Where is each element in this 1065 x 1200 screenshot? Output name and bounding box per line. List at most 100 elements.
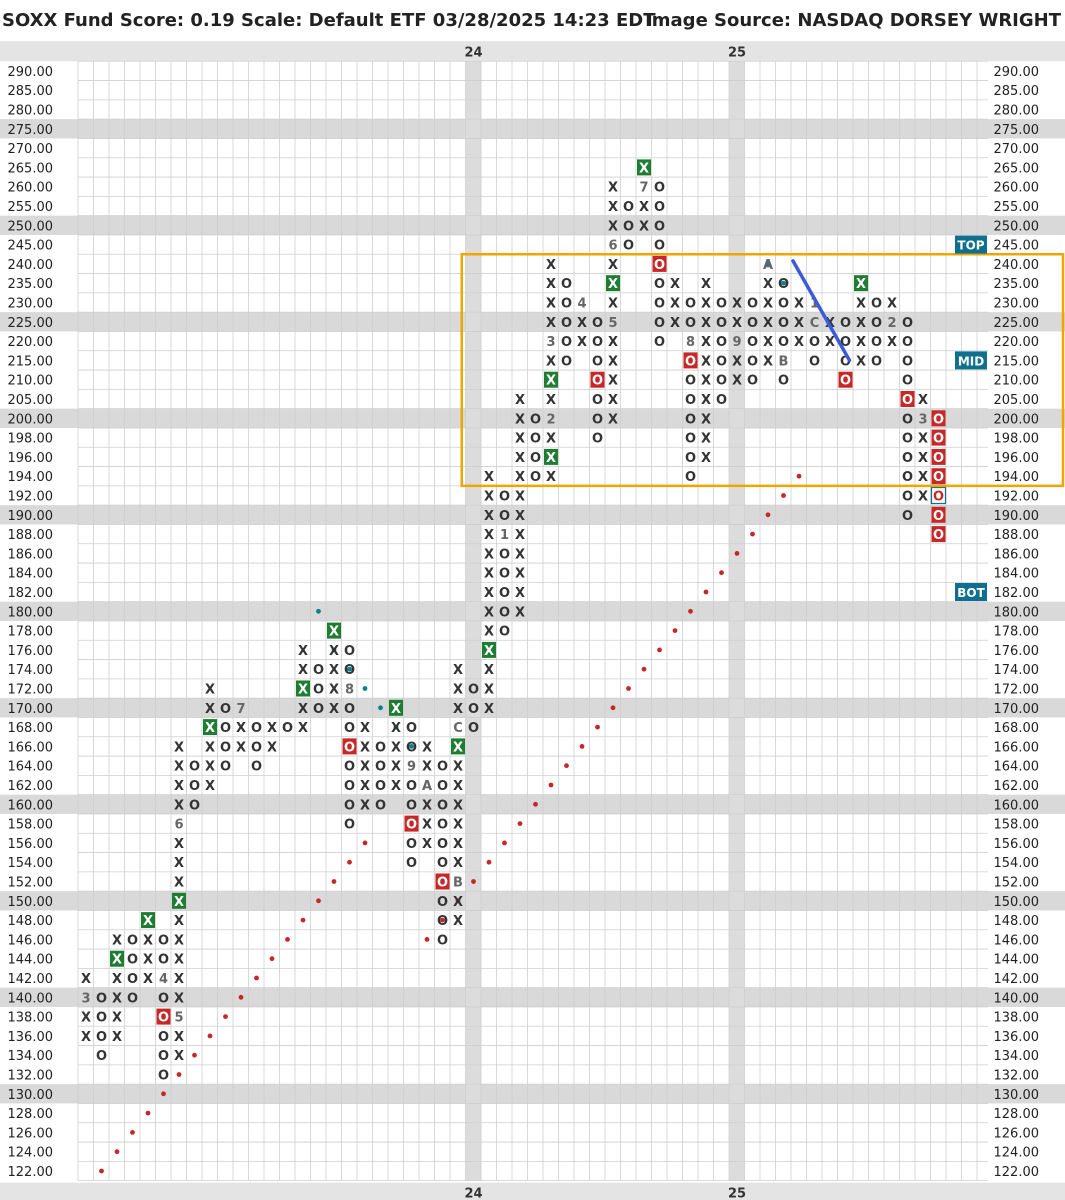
price-label-right: 194.00: [994, 470, 1040, 485]
x-mark: X: [453, 837, 463, 852]
box-marker-text: O: [933, 432, 944, 447]
price-label-right: 162.00: [994, 779, 1040, 794]
o-mark: O: [189, 760, 200, 775]
x-mark: X: [391, 740, 401, 755]
price-label-left: 245.00: [8, 239, 54, 254]
red-trend-dot: [502, 840, 507, 846]
price-label-right: 142.00: [994, 972, 1040, 987]
red-trend-dot: [781, 493, 786, 498]
o-mark: O: [437, 914, 448, 929]
price-label-left: 190.00: [8, 509, 54, 524]
x-mark: X: [608, 297, 618, 312]
x-mark: X: [174, 779, 184, 794]
x-mark: X: [81, 972, 91, 987]
x-mark: X: [453, 914, 463, 929]
o-mark: O: [468, 683, 479, 698]
o-mark: O: [902, 509, 913, 524]
price-label-right: 220.00: [994, 335, 1040, 350]
teal-trend-dot: [347, 666, 352, 672]
x-mark: X: [81, 1030, 91, 1045]
o-mark: O: [499, 490, 510, 505]
x-mark: X: [546, 258, 556, 273]
price-label-right: 215.00: [994, 354, 1040, 369]
x-mark: X: [174, 798, 184, 813]
o-mark: O: [344, 760, 355, 775]
price-label-left: 186.00: [8, 547, 54, 562]
x-mark: X: [763, 277, 773, 292]
box-marker-text: X: [205, 721, 215, 736]
o-mark: O: [251, 721, 262, 736]
price-label-left: 122.00: [8, 1165, 54, 1180]
box-marker-bg: [544, 448, 558, 465]
red-trend-dot: [238, 994, 244, 1000]
price-label-left: 178.00: [8, 625, 54, 640]
o-mark: O: [406, 779, 417, 794]
x-mark: X: [515, 432, 525, 447]
price-label-left: 184.00: [8, 567, 54, 582]
x-mark: X: [608, 393, 618, 408]
price-label-left: 168.00: [8, 721, 54, 736]
x-mark: X: [360, 760, 370, 775]
o-mark: O: [437, 818, 448, 833]
box-marker-bg: [482, 641, 496, 658]
x-mark: X: [701, 374, 711, 389]
price-label-left: 270.00: [8, 142, 54, 157]
price-label-right: 250.00: [994, 219, 1040, 234]
box-marker-text: X: [608, 277, 618, 292]
red-trend-dot: [176, 1072, 182, 1077]
x-mark: X: [515, 393, 525, 408]
x-mark: X: [608, 412, 618, 427]
o-mark: O: [623, 200, 634, 215]
year-marker-top: 25: [728, 45, 746, 60]
red-trend-dot: [610, 705, 616, 711]
shaded-band: [0, 794, 1065, 814]
price-label-left: 285.00: [8, 84, 54, 99]
month-marker: 7: [236, 702, 245, 717]
price-label-right: 122.00: [994, 1165, 1040, 1180]
o-mark: O: [778, 316, 789, 331]
x-mark: X: [639, 219, 649, 234]
price-label-left: 275.00: [8, 123, 54, 138]
x-mark: X: [577, 335, 587, 350]
red-trend-dot: [548, 782, 554, 788]
o-mark: O: [251, 760, 262, 775]
o-mark: O: [96, 1030, 107, 1045]
o-mark: O: [375, 740, 386, 755]
price-label-right: 160.00: [994, 798, 1040, 813]
o-mark: O: [778, 297, 789, 312]
o-mark: O: [344, 702, 355, 717]
x-mark: X: [484, 528, 494, 543]
box-marker-bg: [296, 680, 310, 697]
price-label-left: 196.00: [8, 451, 54, 466]
month-marker: A: [763, 258, 773, 273]
x-mark: X: [112, 1030, 122, 1045]
price-label-left: 136.00: [8, 1030, 54, 1045]
x-mark: X: [515, 412, 525, 427]
box-marker-text: O: [158, 1011, 169, 1026]
red-trend-dot: [362, 840, 368, 846]
red-trend-dot: [517, 821, 523, 826]
price-label-right: 156.00: [994, 837, 1040, 852]
o-mark: O: [840, 354, 851, 369]
o-mark: O: [902, 354, 913, 369]
x-mark: X: [701, 277, 711, 292]
price-label-left: 162.00: [8, 779, 54, 794]
x-mark: X: [670, 316, 680, 331]
x-mark: X: [453, 818, 463, 833]
x-mark: X: [391, 779, 401, 794]
x-mark: X: [515, 586, 525, 601]
price-label-right: 126.00: [994, 1126, 1040, 1141]
o-mark: O: [654, 277, 665, 292]
price-label-right: 124.00: [994, 1146, 1040, 1161]
teal-trend-dot: [362, 686, 368, 691]
o-mark: O: [592, 354, 603, 369]
red-trend-dot: [626, 686, 631, 691]
price-label-left: 180.00: [8, 605, 54, 620]
shaded-band: [0, 215, 1065, 235]
o-mark: O: [747, 297, 758, 312]
red-trend-dot: [130, 1130, 135, 1135]
box-marker-bg: [141, 912, 155, 929]
x-mark: X: [143, 972, 153, 987]
shaded-band: [0, 119, 1065, 139]
price-label-right: 285.00: [994, 84, 1040, 99]
